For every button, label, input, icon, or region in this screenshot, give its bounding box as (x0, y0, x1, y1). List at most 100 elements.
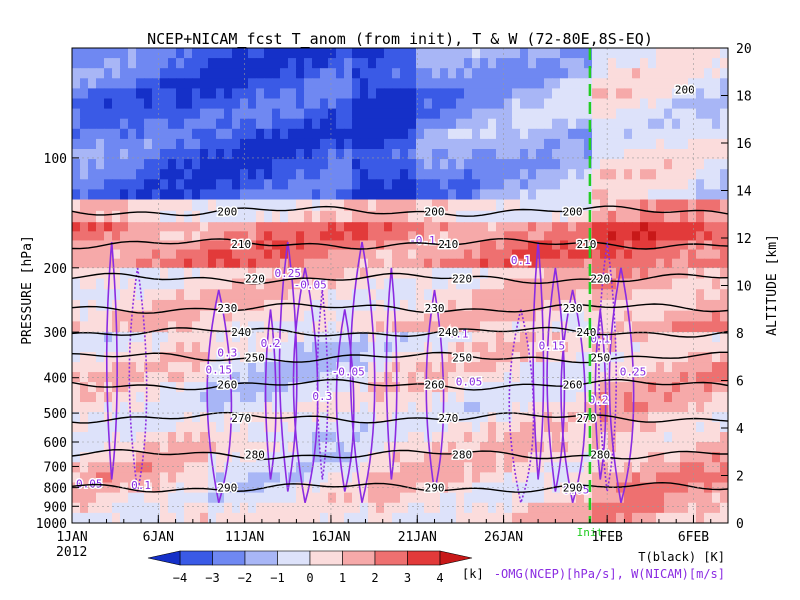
anomaly-cell (216, 249, 225, 260)
anomaly-cell (344, 372, 353, 383)
anomaly-cell (280, 492, 289, 504)
anomaly-cell (104, 352, 113, 363)
anomaly-cell (248, 310, 257, 322)
anomaly-cell (424, 58, 433, 69)
anomaly-cell (488, 382, 497, 393)
anomaly-cell (104, 231, 113, 242)
anomaly-cell (648, 382, 657, 393)
anomaly-cell (528, 422, 537, 433)
anomaly-cell (472, 278, 481, 290)
anomaly-cell (320, 68, 329, 79)
anomaly-cell (472, 512, 481, 523)
anomaly-cell (312, 492, 321, 504)
anomaly-cell (408, 492, 417, 504)
anomaly-cell (504, 98, 513, 110)
anomaly-cell (80, 512, 89, 523)
anomaly-cell (272, 189, 281, 201)
anomaly-cell (536, 199, 545, 212)
anomaly-cell (544, 462, 553, 473)
anomaly-cell (616, 362, 625, 373)
anomaly-cell (96, 58, 105, 69)
anomaly-cell (696, 452, 705, 463)
anomaly-cell (688, 159, 697, 170)
anomaly-cell (208, 492, 217, 504)
anomaly-cell (536, 249, 545, 260)
anomaly-cell (440, 472, 449, 484)
alt-tick-label: 4 (736, 422, 744, 437)
anomaly-cell (208, 108, 217, 120)
anomaly-cell (480, 452, 489, 463)
anomaly-cell (296, 68, 305, 79)
anomaly-cell (656, 372, 665, 383)
anomaly-cell (704, 222, 713, 232)
anomaly-cell (136, 128, 145, 140)
anomaly-cell (520, 392, 529, 403)
anomaly-cell (472, 169, 481, 180)
anomaly-cell (712, 199, 721, 212)
anomaly-cell (224, 210, 233, 223)
temperature-contour-label: 260 (563, 379, 583, 392)
anomaly-cell (216, 240, 225, 251)
anomaly-cell (72, 189, 81, 201)
anomaly-cell (128, 492, 137, 504)
anomaly-cell (584, 321, 593, 333)
anomaly-cell (544, 199, 553, 212)
anomaly-cell (616, 321, 625, 333)
anomaly-cell (368, 332, 377, 343)
anomaly-cell (656, 108, 665, 120)
anomaly-cell (256, 249, 265, 260)
anomaly-cell (616, 310, 625, 322)
anomaly-cell (184, 78, 193, 89)
anomaly-cell (144, 189, 153, 201)
anomaly-cell (576, 240, 585, 251)
anomaly-cell (712, 169, 721, 180)
anomaly-cell (376, 258, 385, 269)
anomaly-cell (632, 58, 641, 69)
anomaly-cell (392, 210, 401, 223)
anomaly-cell (608, 299, 617, 312)
anomaly-cell (224, 512, 233, 523)
anomaly-cell (648, 149, 657, 160)
anomaly-cell (384, 502, 393, 514)
anomaly-cell (160, 278, 169, 290)
x-year-label: 2012 (56, 545, 87, 560)
temperature-contour-label: 200 (425, 205, 445, 218)
anomaly-cell (672, 502, 681, 514)
anomaly-cell (256, 278, 265, 290)
anomaly-cell (280, 98, 289, 110)
anomaly-cell (320, 159, 329, 170)
anomaly-cell (632, 362, 641, 373)
anomaly-cell (368, 342, 377, 353)
anomaly-cell (112, 78, 121, 89)
anomaly-cell (720, 169, 728, 180)
anomaly-cell (536, 362, 545, 373)
anomaly-cell (232, 362, 241, 373)
anomaly-cell (640, 392, 649, 403)
anomaly-cell (472, 199, 481, 212)
anomaly-cell (520, 462, 529, 473)
anomaly-cell (176, 58, 185, 69)
anomaly-cell (176, 210, 185, 223)
anomaly-cell (248, 392, 257, 403)
anomaly-cell (216, 159, 225, 170)
anomaly-cell (440, 289, 449, 301)
anomaly-cell (312, 68, 321, 79)
anomaly-cell (448, 118, 457, 130)
anomaly-cell (112, 512, 121, 523)
w-contour-line (425, 289, 445, 492)
anomaly-cell (304, 179, 313, 190)
anomaly-cell (384, 372, 393, 383)
anomaly-cell (720, 321, 728, 333)
anomaly-cell (152, 222, 161, 232)
anomaly-cell (632, 432, 641, 443)
anomaly-cell (680, 382, 689, 393)
anomaly-cell (544, 310, 553, 322)
anomaly-cell (120, 299, 129, 312)
anomaly-cell (640, 422, 649, 433)
anomaly-cell (160, 169, 169, 180)
anomaly-cell (664, 231, 673, 242)
anomaly-cell (304, 138, 313, 150)
anomaly-cell (608, 382, 617, 393)
anomaly-cell (608, 249, 617, 260)
